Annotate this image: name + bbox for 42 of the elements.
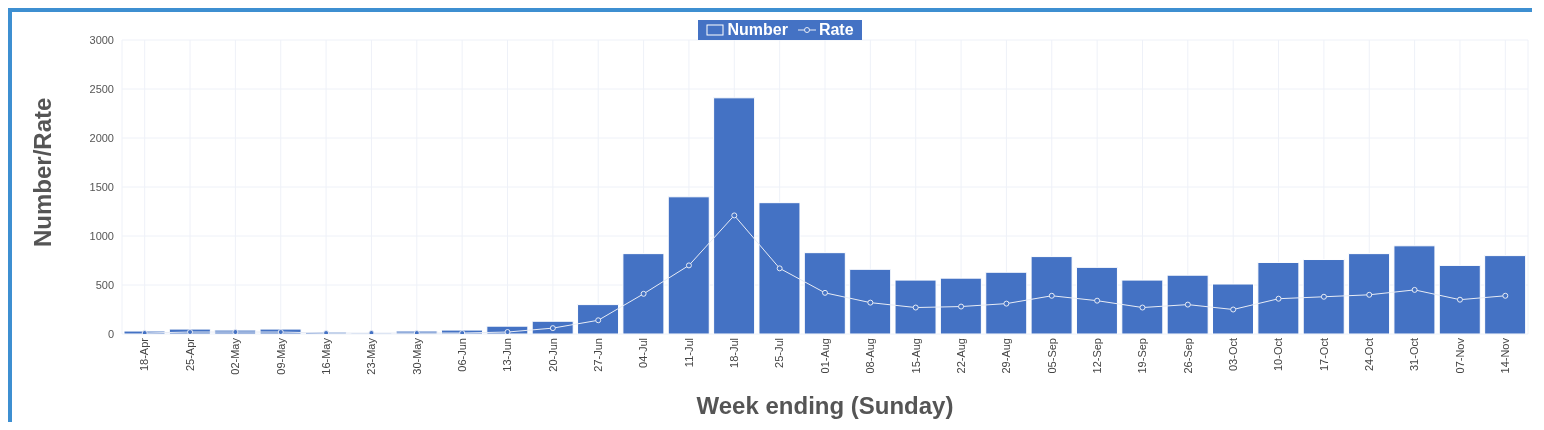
x-tick-label: 04-Jul [637, 338, 650, 368]
legend-label: Rate [817, 21, 854, 39]
x-tick-label: 17-Oct [1317, 338, 1330, 372]
x-tick-label: 14-Nov [1499, 337, 1512, 374]
x-tick-label: 15-Aug [909, 338, 922, 374]
y-tick-label: 500 [95, 278, 114, 291]
x-tick-label: 25-Jul [773, 338, 786, 368]
y-tick-label: 2500 [89, 82, 114, 95]
x-tick-label: 10-Oct [1272, 338, 1285, 372]
y-tick-label: 0 [107, 327, 114, 340]
x-tick-label: 31-Oct [1408, 338, 1421, 372]
legend-label: Number [726, 21, 788, 39]
x-tick-label: 19-Sep [1136, 338, 1149, 374]
x-tick-label: 12-Sep [1090, 338, 1103, 374]
x-tick-label: 23-May [365, 337, 378, 375]
y-tick-label: 1000 [89, 229, 114, 242]
x-tick-label: 29-Aug [1000, 338, 1013, 374]
x-tick-label: 27-Jun [592, 338, 605, 372]
x-tick-label: 26-Sep [1181, 338, 1194, 374]
y-tick-label: 2000 [89, 131, 114, 144]
x-tick-label: 18-Apr [138, 337, 151, 372]
x-tick-label: 25-Apr [183, 337, 196, 372]
y-tick-label: 1500 [89, 180, 114, 193]
x-tick-label: 18-Jul [728, 338, 741, 368]
x-tick-label: 30-May [410, 337, 423, 375]
y-tick-label: 3000 [89, 33, 114, 46]
x-tick-label: 03-Oct [1227, 338, 1239, 372]
x-tick-label: 08-Aug [864, 338, 877, 374]
y-axis-title: Number/Rate [28, 97, 56, 247]
x-tick-label: 09-May [274, 337, 287, 375]
x-tick-label: 01-Aug [818, 338, 831, 374]
x-tick-label: 06-Jun [455, 338, 468, 372]
x-tick-label: 22-Aug [954, 338, 967, 374]
x-tick-label: 05-Sep [1045, 338, 1058, 374]
x-axis-title: Week ending (Sunday) [696, 392, 954, 419]
x-tick-label: 13-Jun [501, 338, 514, 372]
x-tick-label: 24-Oct [1363, 338, 1376, 372]
x-tick-label: 02-May [229, 337, 242, 375]
x-tick-label: 16-May [319, 337, 332, 375]
x-tick-label: 11-Jul [682, 338, 695, 368]
x-tick-label: 20-Jun [546, 338, 559, 372]
x-tick-label: 07-Nov [1453, 337, 1466, 374]
